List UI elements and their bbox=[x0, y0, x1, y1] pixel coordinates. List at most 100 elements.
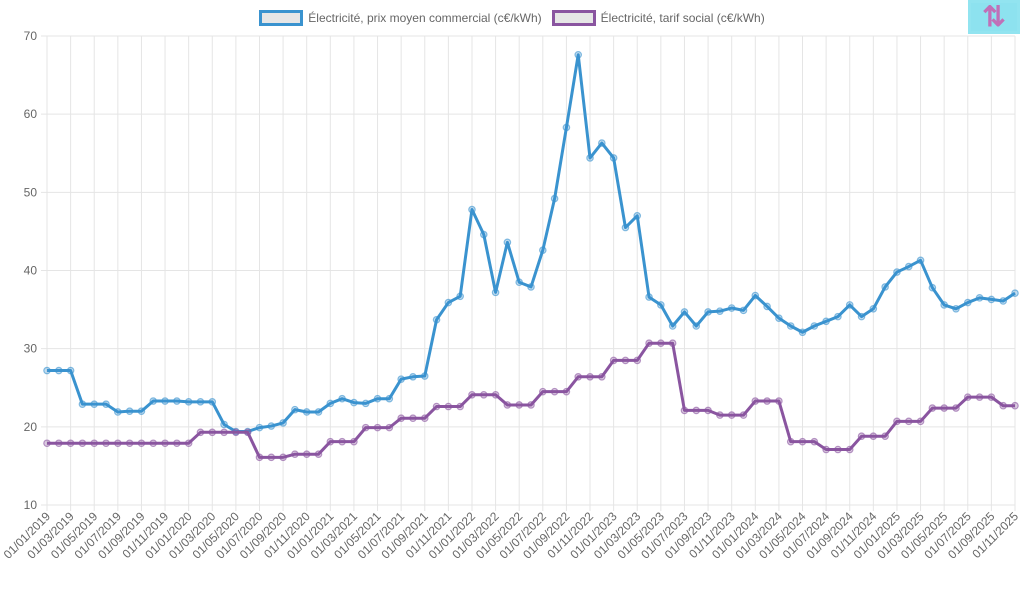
data-point bbox=[940, 301, 948, 309]
data-point bbox=[456, 292, 464, 301]
data-point bbox=[657, 301, 665, 309]
data-point bbox=[314, 450, 323, 458]
data-point bbox=[586, 373, 594, 381]
data-point bbox=[916, 417, 925, 426]
data-point bbox=[857, 312, 866, 321]
data-point bbox=[137, 407, 146, 416]
data-point bbox=[78, 400, 87, 408]
y-tick-label: 30 bbox=[24, 342, 38, 356]
data-point bbox=[539, 387, 547, 396]
series-line bbox=[47, 341, 1015, 459]
data-point bbox=[975, 294, 984, 302]
data-point bbox=[90, 439, 99, 448]
data-point bbox=[598, 373, 606, 381]
legend-item-commercial[interactable]: Électricité, prix moyen commercial (c€/k… bbox=[259, 10, 542, 26]
data-point bbox=[397, 375, 405, 383]
data-point bbox=[420, 414, 429, 423]
data-point bbox=[845, 301, 854, 309]
data-point bbox=[208, 398, 217, 406]
data-point bbox=[739, 306, 748, 315]
data-point bbox=[220, 420, 228, 429]
data-point bbox=[479, 390, 488, 399]
data-point bbox=[775, 314, 783, 322]
data-point bbox=[55, 366, 63, 375]
data-point bbox=[609, 356, 618, 365]
data-point bbox=[314, 408, 323, 416]
data-point bbox=[751, 397, 760, 405]
data-point bbox=[904, 262, 913, 271]
data-point bbox=[468, 390, 476, 399]
data-point bbox=[326, 399, 335, 408]
data-point bbox=[621, 356, 630, 365]
data-point bbox=[999, 401, 1007, 410]
data-point bbox=[196, 398, 205, 406]
legend-swatch-commercial bbox=[259, 10, 304, 26]
data-point bbox=[279, 453, 287, 462]
data-point bbox=[1011, 289, 1019, 297]
data-point bbox=[633, 211, 642, 220]
data-point bbox=[279, 419, 287, 427]
data-point bbox=[987, 295, 996, 304]
data-point bbox=[338, 437, 346, 446]
data-point bbox=[255, 453, 264, 462]
data-point bbox=[125, 407, 134, 416]
data-point bbox=[527, 283, 535, 291]
sort-button[interactable]: ⇅ bbox=[968, 0, 1020, 34]
series-line bbox=[47, 53, 1016, 434]
data-point bbox=[574, 50, 583, 59]
data-point bbox=[928, 283, 937, 292]
data-point bbox=[173, 439, 181, 448]
data-point bbox=[149, 439, 158, 448]
data-point bbox=[66, 366, 75, 375]
data-point bbox=[255, 423, 264, 432]
data-point bbox=[515, 401, 523, 409]
data-point bbox=[232, 428, 240, 437]
data-point bbox=[114, 408, 122, 416]
sort-arrows-icon: ⇅ bbox=[982, 1, 1006, 32]
data-point bbox=[893, 417, 901, 426]
data-point bbox=[952, 305, 960, 313]
data-point bbox=[444, 402, 453, 411]
data-point bbox=[574, 373, 583, 381]
data-point bbox=[680, 406, 689, 415]
data-point bbox=[798, 437, 807, 446]
data-point bbox=[55, 439, 63, 448]
data-point bbox=[539, 246, 547, 254]
series-commercial bbox=[43, 50, 1019, 436]
data-point bbox=[90, 400, 99, 408]
data-point bbox=[479, 230, 488, 239]
legend-label-social: Électricité, tarif social (c€/kWh) bbox=[600, 11, 765, 25]
data-point bbox=[645, 339, 653, 347]
data-point bbox=[739, 411, 748, 419]
data-point bbox=[385, 394, 394, 403]
data-point bbox=[727, 411, 736, 419]
data-point bbox=[220, 428, 228, 437]
data-point bbox=[550, 387, 559, 396]
y-tick-label: 20 bbox=[24, 420, 38, 434]
data-point bbox=[102, 400, 110, 408]
data-point bbox=[716, 411, 724, 419]
data-point bbox=[668, 322, 677, 330]
data-point bbox=[291, 450, 299, 458]
data-point bbox=[668, 339, 677, 347]
data-point bbox=[810, 322, 819, 330]
data-point bbox=[692, 322, 701, 330]
data-point bbox=[704, 308, 712, 316]
data-point bbox=[491, 288, 500, 297]
data-point bbox=[940, 404, 948, 412]
data-point bbox=[432, 315, 441, 324]
data-point bbox=[137, 439, 146, 448]
legend-item-social[interactable]: Électricité, tarif social (c€/kWh) bbox=[551, 10, 765, 26]
data-point bbox=[456, 402, 464, 411]
data-point bbox=[822, 317, 830, 326]
legend-swatch-social bbox=[551, 10, 596, 26]
legend-label-commercial: Électricité, prix moyen commercial (c€/k… bbox=[308, 11, 542, 25]
data-point bbox=[243, 428, 252, 437]
data-point bbox=[999, 297, 1007, 305]
data-point bbox=[385, 423, 394, 432]
data-point bbox=[727, 304, 736, 312]
data-point bbox=[963, 298, 972, 307]
data-point bbox=[43, 439, 51, 448]
data-point bbox=[196, 428, 205, 437]
